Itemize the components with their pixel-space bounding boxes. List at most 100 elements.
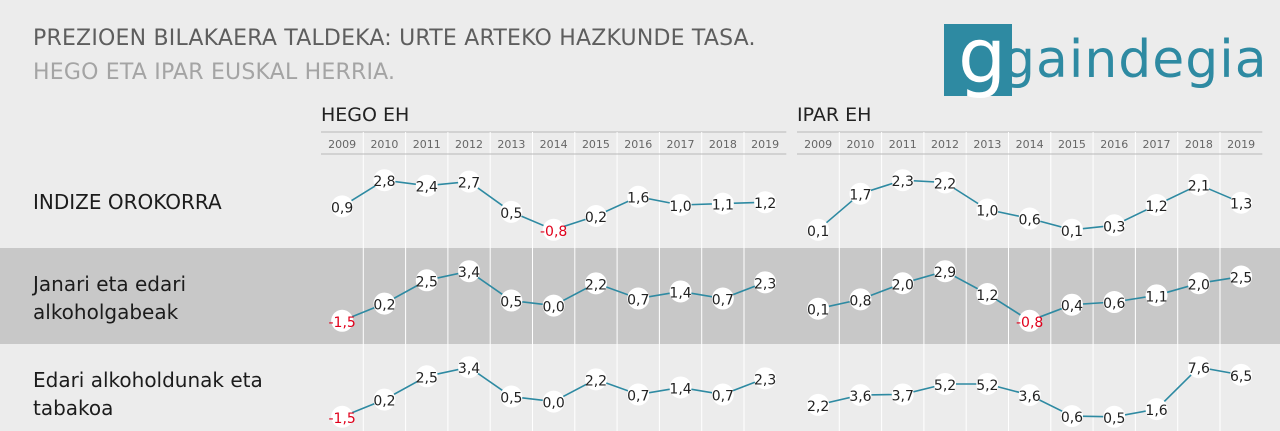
region-title-hego: HEGO EH <box>321 104 410 126</box>
data-point-ipar <box>976 372 999 395</box>
data-label-ipar: 1,6 <box>1145 403 1167 419</box>
data-label-ipar: 0,6 <box>1019 213 1041 229</box>
data-point-hego <box>754 271 777 294</box>
data-label-hego: 1,6 <box>627 191 649 207</box>
year-label-hego: 2012 <box>455 138 483 151</box>
year-label-hego: 2014 <box>540 138 568 151</box>
logo-text: gaindegia <box>1002 30 1268 90</box>
data-point-ipar <box>1187 272 1210 295</box>
data-point-ipar <box>891 169 914 192</box>
data-point-hego <box>331 309 354 332</box>
data-point-hego <box>331 405 354 428</box>
data-point-ipar <box>1060 218 1083 241</box>
data-label-ipar: 2,2 <box>807 399 829 415</box>
data-label-hego: 2,3 <box>754 276 776 292</box>
data-label-hego: 0,0 <box>543 396 565 412</box>
data-point-ipar <box>1060 293 1083 316</box>
year-label-ipar: 2010 <box>846 138 874 151</box>
data-point-ipar <box>1145 284 1168 307</box>
data-label-ipar: 0,6 <box>1061 410 1083 426</box>
data-label-ipar: 0,4 <box>1061 299 1083 315</box>
data-label-ipar: 1,3 <box>1230 197 1252 213</box>
data-label-ipar: 2,5 <box>1230 271 1252 287</box>
data-point-ipar <box>1103 214 1126 237</box>
data-label-hego: 0,0 <box>543 300 565 316</box>
data-label-hego: 2,8 <box>373 174 395 190</box>
year-label-hego: 2018 <box>709 138 737 151</box>
data-point-ipar <box>934 171 957 194</box>
data-label-ipar: 0,1 <box>807 224 829 240</box>
data-label-ipar: 0,1 <box>807 303 829 319</box>
data-point-ipar <box>807 297 830 320</box>
year-label-ipar: 2009 <box>804 138 832 151</box>
year-label-ipar: 2011 <box>889 138 917 151</box>
data-label-ipar: 3,6 <box>1019 389 1041 405</box>
year-label-hego: 2013 <box>497 138 525 151</box>
row-label-indize: INDIZE OROKORRA <box>33 190 222 214</box>
data-label-ipar: 2,9 <box>934 265 956 281</box>
data-point-ipar <box>1230 363 1253 386</box>
data-point-ipar <box>1187 173 1210 196</box>
data-label-ipar: 2,1 <box>1188 179 1210 195</box>
data-label-hego: 0,2 <box>373 394 395 410</box>
data-point-ipar <box>934 260 957 283</box>
page-subtitle: HEGO ETA IPAR EUSKAL HERRIA. <box>33 60 396 85</box>
data-point-ipar <box>849 384 872 407</box>
data-point-hego <box>627 185 650 208</box>
data-point-hego <box>373 388 396 411</box>
data-point-hego <box>711 383 734 406</box>
data-label-ipar: 1,2 <box>976 288 998 304</box>
data-label-hego: 0,7 <box>627 389 649 405</box>
data-point-hego <box>415 269 438 292</box>
data-label-ipar: 0,6 <box>1103 296 1125 312</box>
data-point-hego <box>669 376 692 399</box>
data-label-hego: 2,7 <box>458 176 480 192</box>
data-point-ipar <box>1103 291 1126 314</box>
data-label-hego: 0,5 <box>500 295 522 311</box>
data-point-hego <box>627 287 650 310</box>
data-point-hego <box>754 191 777 214</box>
data-label-ipar: 1,0 <box>976 204 998 220</box>
data-label-hego: 3,4 <box>458 361 480 377</box>
data-label-ipar: 5,2 <box>934 378 956 394</box>
data-label-hego: -0,8 <box>540 224 567 240</box>
data-label-hego: 0,7 <box>712 293 734 309</box>
data-label-hego: 0,7 <box>627 293 649 309</box>
data-point-ipar <box>976 198 999 221</box>
data-label-hego: 0,5 <box>500 206 522 222</box>
data-point-hego <box>500 385 523 408</box>
year-label-hego: 2010 <box>370 138 398 151</box>
data-point-hego <box>415 365 438 388</box>
data-label-ipar: 0,3 <box>1103 219 1125 235</box>
data-point-hego <box>331 195 354 218</box>
data-point-ipar <box>1187 356 1210 379</box>
data-point-ipar <box>1103 405 1126 428</box>
data-point-ipar <box>891 383 914 406</box>
data-point-hego <box>627 383 650 406</box>
data-label-ipar: -0,8 <box>1016 315 1043 331</box>
data-point-hego <box>669 280 692 303</box>
year-label-hego: 2015 <box>582 138 610 151</box>
data-point-ipar <box>891 272 914 295</box>
data-point-hego <box>542 390 565 413</box>
data-label-ipar: 3,7 <box>892 388 914 404</box>
year-label-ipar: 2015 <box>1058 138 1086 151</box>
data-point-ipar <box>1145 398 1168 421</box>
data-label-hego: 1,2 <box>754 196 776 212</box>
data-point-hego <box>373 292 396 315</box>
row-label-edari: Edari alkoholdunak eta tabakoa <box>33 368 263 420</box>
data-label-hego: 0,9 <box>331 200 353 216</box>
year-label-hego: 2011 <box>413 138 441 151</box>
data-point-ipar <box>934 372 957 395</box>
data-point-hego <box>711 287 734 310</box>
data-point-hego <box>458 170 481 193</box>
year-label-ipar: 2016 <box>1100 138 1128 151</box>
data-point-hego <box>754 367 777 390</box>
year-label-ipar: 2014 <box>1016 138 1044 151</box>
data-point-hego <box>500 200 523 223</box>
data-point-hego <box>669 194 692 216</box>
page-title: PREZIOEN BILAKAERA TALDEKA: URTE ARTEKO … <box>33 26 756 51</box>
data-label-ipar: 1,2 <box>1145 199 1167 215</box>
data-label-hego: 1,0 <box>669 199 691 215</box>
